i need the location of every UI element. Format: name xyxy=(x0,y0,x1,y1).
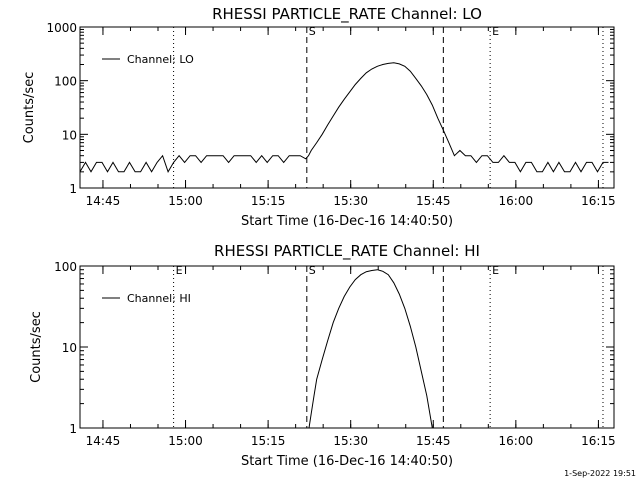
x-tick-label: 15:30 xyxy=(333,434,368,448)
x-tick-label: 14:45 xyxy=(86,434,121,448)
x-axis-label: Start Time (16-Dec-16 14:40:50) xyxy=(241,214,453,229)
plot-frame xyxy=(79,26,615,189)
y-tick-label: 100 xyxy=(54,75,77,89)
vline-label: S xyxy=(309,264,316,277)
chart-title: RHESSI PARTICLE_RATE Channel: HI xyxy=(214,242,480,261)
legend-label: Channel: LO xyxy=(127,53,194,66)
plot-frame xyxy=(79,265,615,429)
x-tick-label: 15:00 xyxy=(168,434,203,448)
y-axis-label: Counts/sec xyxy=(29,311,44,383)
y-tick-label: 1 xyxy=(69,422,77,436)
vline-label: S xyxy=(309,25,316,38)
x-tick-label: 15:15 xyxy=(251,434,286,448)
chart-title: RHESSI PARTICLE_RATE Channel: LO xyxy=(212,5,482,24)
x-tick-label: 15:45 xyxy=(416,194,451,208)
y-tick-label: 1 xyxy=(69,182,77,196)
y-tick-label: 100 xyxy=(54,260,77,274)
x-tick-label: 15:45 xyxy=(416,434,451,448)
x-tick-label: 16:00 xyxy=(499,194,534,208)
panel-lo: RHESSI PARTICLE_RATE Channel: LO 1 10 100 10… xyxy=(22,5,616,229)
x-axis-label: Start Time (16-Dec-16 14:40:50) xyxy=(241,454,453,469)
panel-hi: RHESSI PARTICLE_RATE Channel: HI 1 10 100 14… xyxy=(29,242,616,469)
x-tick-label: 16:15 xyxy=(581,194,616,208)
y-tick-label: 10 xyxy=(62,341,77,355)
x-tick-label: 15:00 xyxy=(168,194,203,208)
x-tick-label: 16:15 xyxy=(581,434,616,448)
legend-label: Channel: HI xyxy=(127,292,191,305)
series-line xyxy=(79,62,609,173)
y-tick-label: 1000 xyxy=(46,21,77,35)
vline-label: E xyxy=(492,25,499,38)
x-tick-label: 16:00 xyxy=(499,434,534,448)
vline-label: E xyxy=(492,264,499,277)
footer-timestamp: 1-Sep-2022 19:51 xyxy=(564,469,636,478)
series-line xyxy=(308,269,433,429)
x-tick-label: 14:45 xyxy=(86,194,121,208)
x-tick-label: 15:15 xyxy=(251,194,286,208)
y-axis-label: Counts/sec xyxy=(22,72,37,144)
x-tick-label: 15:30 xyxy=(333,194,368,208)
y-tick-label: 10 xyxy=(62,128,77,142)
vline-label: E xyxy=(176,264,183,277)
